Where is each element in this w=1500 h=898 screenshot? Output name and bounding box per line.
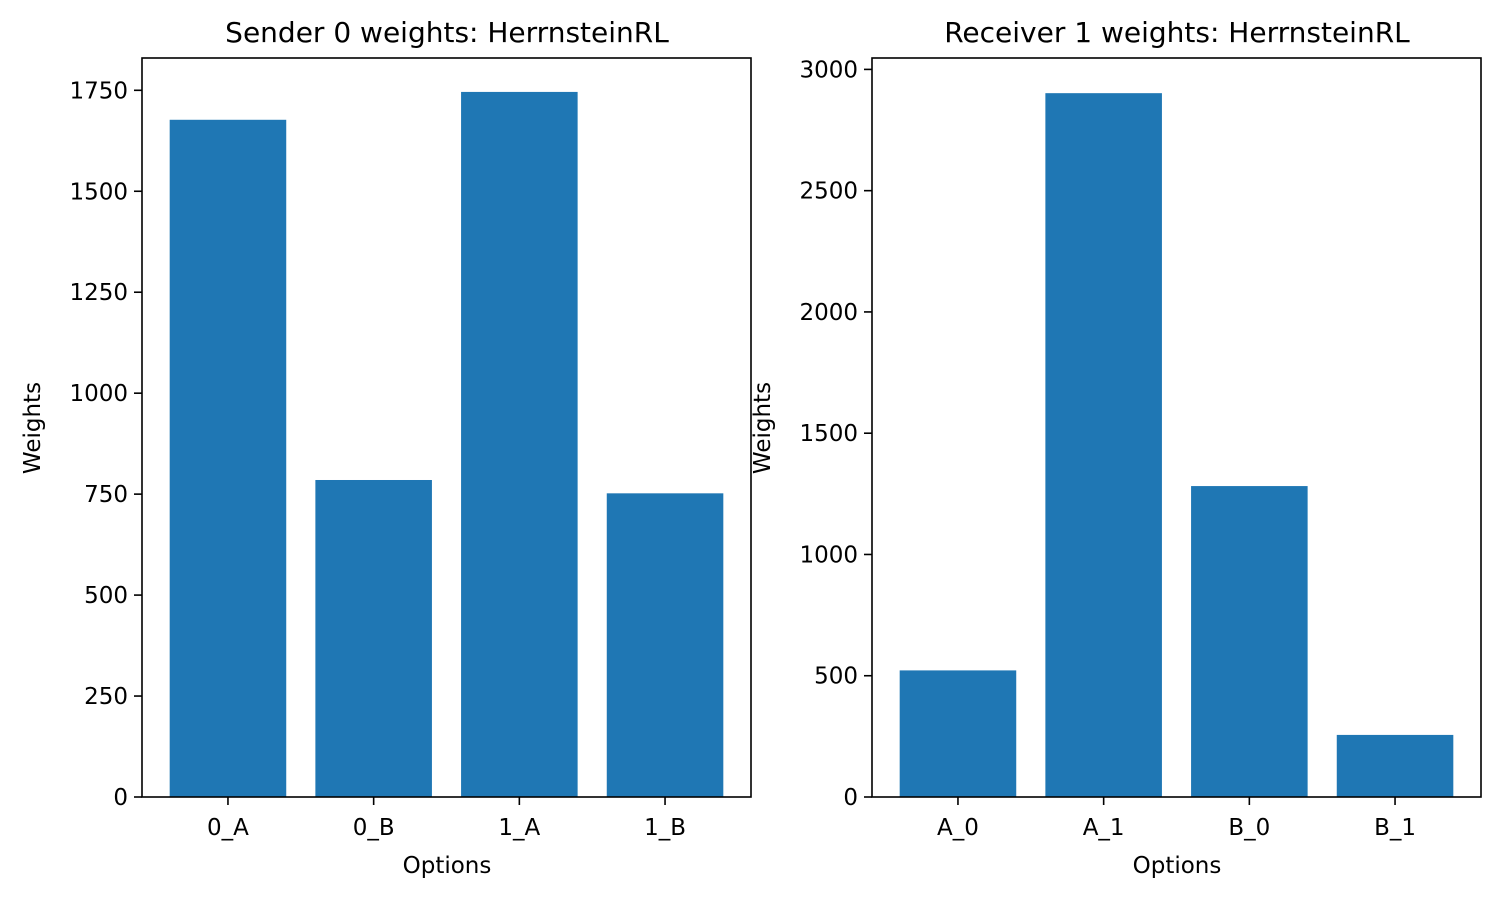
y-tick-label: 250 [84, 684, 128, 710]
y-tick-label: 500 [84, 583, 128, 609]
x-tick-label: 1_A [498, 815, 540, 841]
y-tick-label: 3000 [799, 57, 858, 83]
y-tick-label: 0 [843, 785, 858, 811]
bar-1_A [461, 91, 578, 797]
x-axis: 0_A 0_B 1_A 1_B [207, 797, 686, 841]
y-axis: 0 250 500 750 1000 1250 1500 1750 [69, 78, 142, 811]
bar-1_B [606, 493, 724, 797]
y-tick-label: 750 [84, 482, 128, 508]
y-tick-label: 1000 [69, 381, 128, 407]
x-tick-label: 0_A [207, 815, 249, 841]
bar-A_0 [899, 670, 1017, 797]
y-axis-label: Weights [20, 382, 46, 474]
chart-title: Sender 0 weights: HerrnsteinRL [225, 16, 669, 49]
bar-0_A [169, 119, 287, 797]
y-tick-label: 1250 [69, 280, 128, 306]
bar-0_B [315, 479, 432, 797]
x-axis-label: Options [1133, 853, 1222, 879]
x-tick-label: A_1 [1083, 815, 1125, 841]
x-axis-label: Options [403, 853, 492, 879]
x-tick-label: B_1 [1374, 815, 1416, 841]
y-tick-label: 500 [814, 664, 858, 690]
x-tick-label: 1_B [644, 815, 686, 841]
chart-sender-0: Sender 0 weights: HerrnsteinRL 0 250 500 75… [20, 16, 752, 879]
y-tick-label: 1500 [69, 179, 128, 205]
bar-A_1 [1045, 93, 1162, 798]
x-tick-label: 0_B [353, 815, 395, 841]
x-tick-label: B_0 [1228, 815, 1270, 841]
y-tick-label: 0 [113, 785, 128, 811]
bar-group [169, 91, 724, 797]
chart-receiver-1: Receiver 1 weights: HerrnsteinRL 0 500 100… [750, 16, 1482, 879]
bar-B_1 [1336, 734, 1454, 797]
bar-B_0 [1191, 486, 1308, 797]
y-axis: 0 500 1000 1500 2000 2500 3000 [799, 57, 872, 811]
x-axis: A_0 A_1 B_0 B_1 [937, 797, 1416, 841]
plot-frame [141, 57, 752, 798]
bar-group [899, 93, 1454, 798]
plot-frame [871, 57, 1482, 798]
x-tick-label: A_0 [937, 815, 979, 841]
y-tick-label: 1500 [799, 421, 858, 447]
y-tick-label: 2500 [799, 179, 858, 205]
y-tick-label: 1750 [69, 78, 128, 104]
chart-title: Receiver 1 weights: HerrnsteinRL [944, 16, 1410, 49]
y-axis-label: Weights [750, 382, 776, 474]
y-tick-label: 1000 [799, 542, 858, 568]
y-tick-label: 2000 [799, 300, 858, 326]
